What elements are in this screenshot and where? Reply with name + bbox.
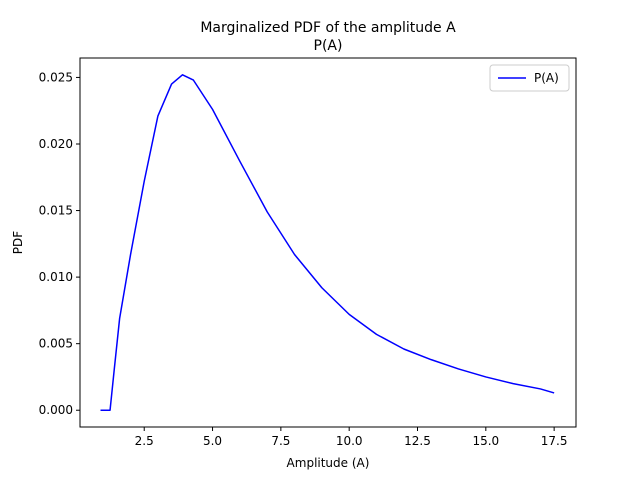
y-tick-label: 0.010 (39, 270, 73, 284)
x-tick-label: 15.0 (472, 434, 499, 448)
y-tick-label: 0.015 (39, 204, 73, 218)
legend-label: P(A) (534, 71, 559, 85)
x-tick-label: 17.5 (541, 434, 568, 448)
y-tick-label: 0.020 (39, 137, 73, 151)
x-tick-label: 12.5 (404, 434, 431, 448)
plot-area-frame (79, 57, 577, 428)
legend: P(A) (489, 64, 570, 92)
legend-box (489, 64, 570, 92)
series-line-p-a (100, 74, 555, 411)
y-axis-ticks: 0.000 0.005 0.010 0.015 0.020 0.025 (39, 70, 80, 417)
x-axis-label: Amplitude (A) (287, 456, 370, 470)
x-tick-label: 5.0 (203, 434, 222, 448)
y-tick-label: 0.005 (39, 337, 73, 351)
y-tick-label: 0.000 (39, 403, 73, 417)
x-tick-label: 7.5 (271, 434, 290, 448)
chart-title: Marginalized PDF of the amplitude A (200, 20, 456, 36)
chart-subtitle: P(A) (314, 38, 343, 54)
y-axis-label: PDF (11, 231, 25, 254)
x-tick-label: 10.0 (336, 434, 363, 448)
y-tick-label: 0.025 (39, 70, 73, 84)
x-axis-ticks: 2.5 5.0 7.5 10.0 12.5 15.0 17.5 (135, 427, 568, 448)
series-layer (100, 74, 555, 411)
x-tick-label: 2.5 (135, 434, 154, 448)
